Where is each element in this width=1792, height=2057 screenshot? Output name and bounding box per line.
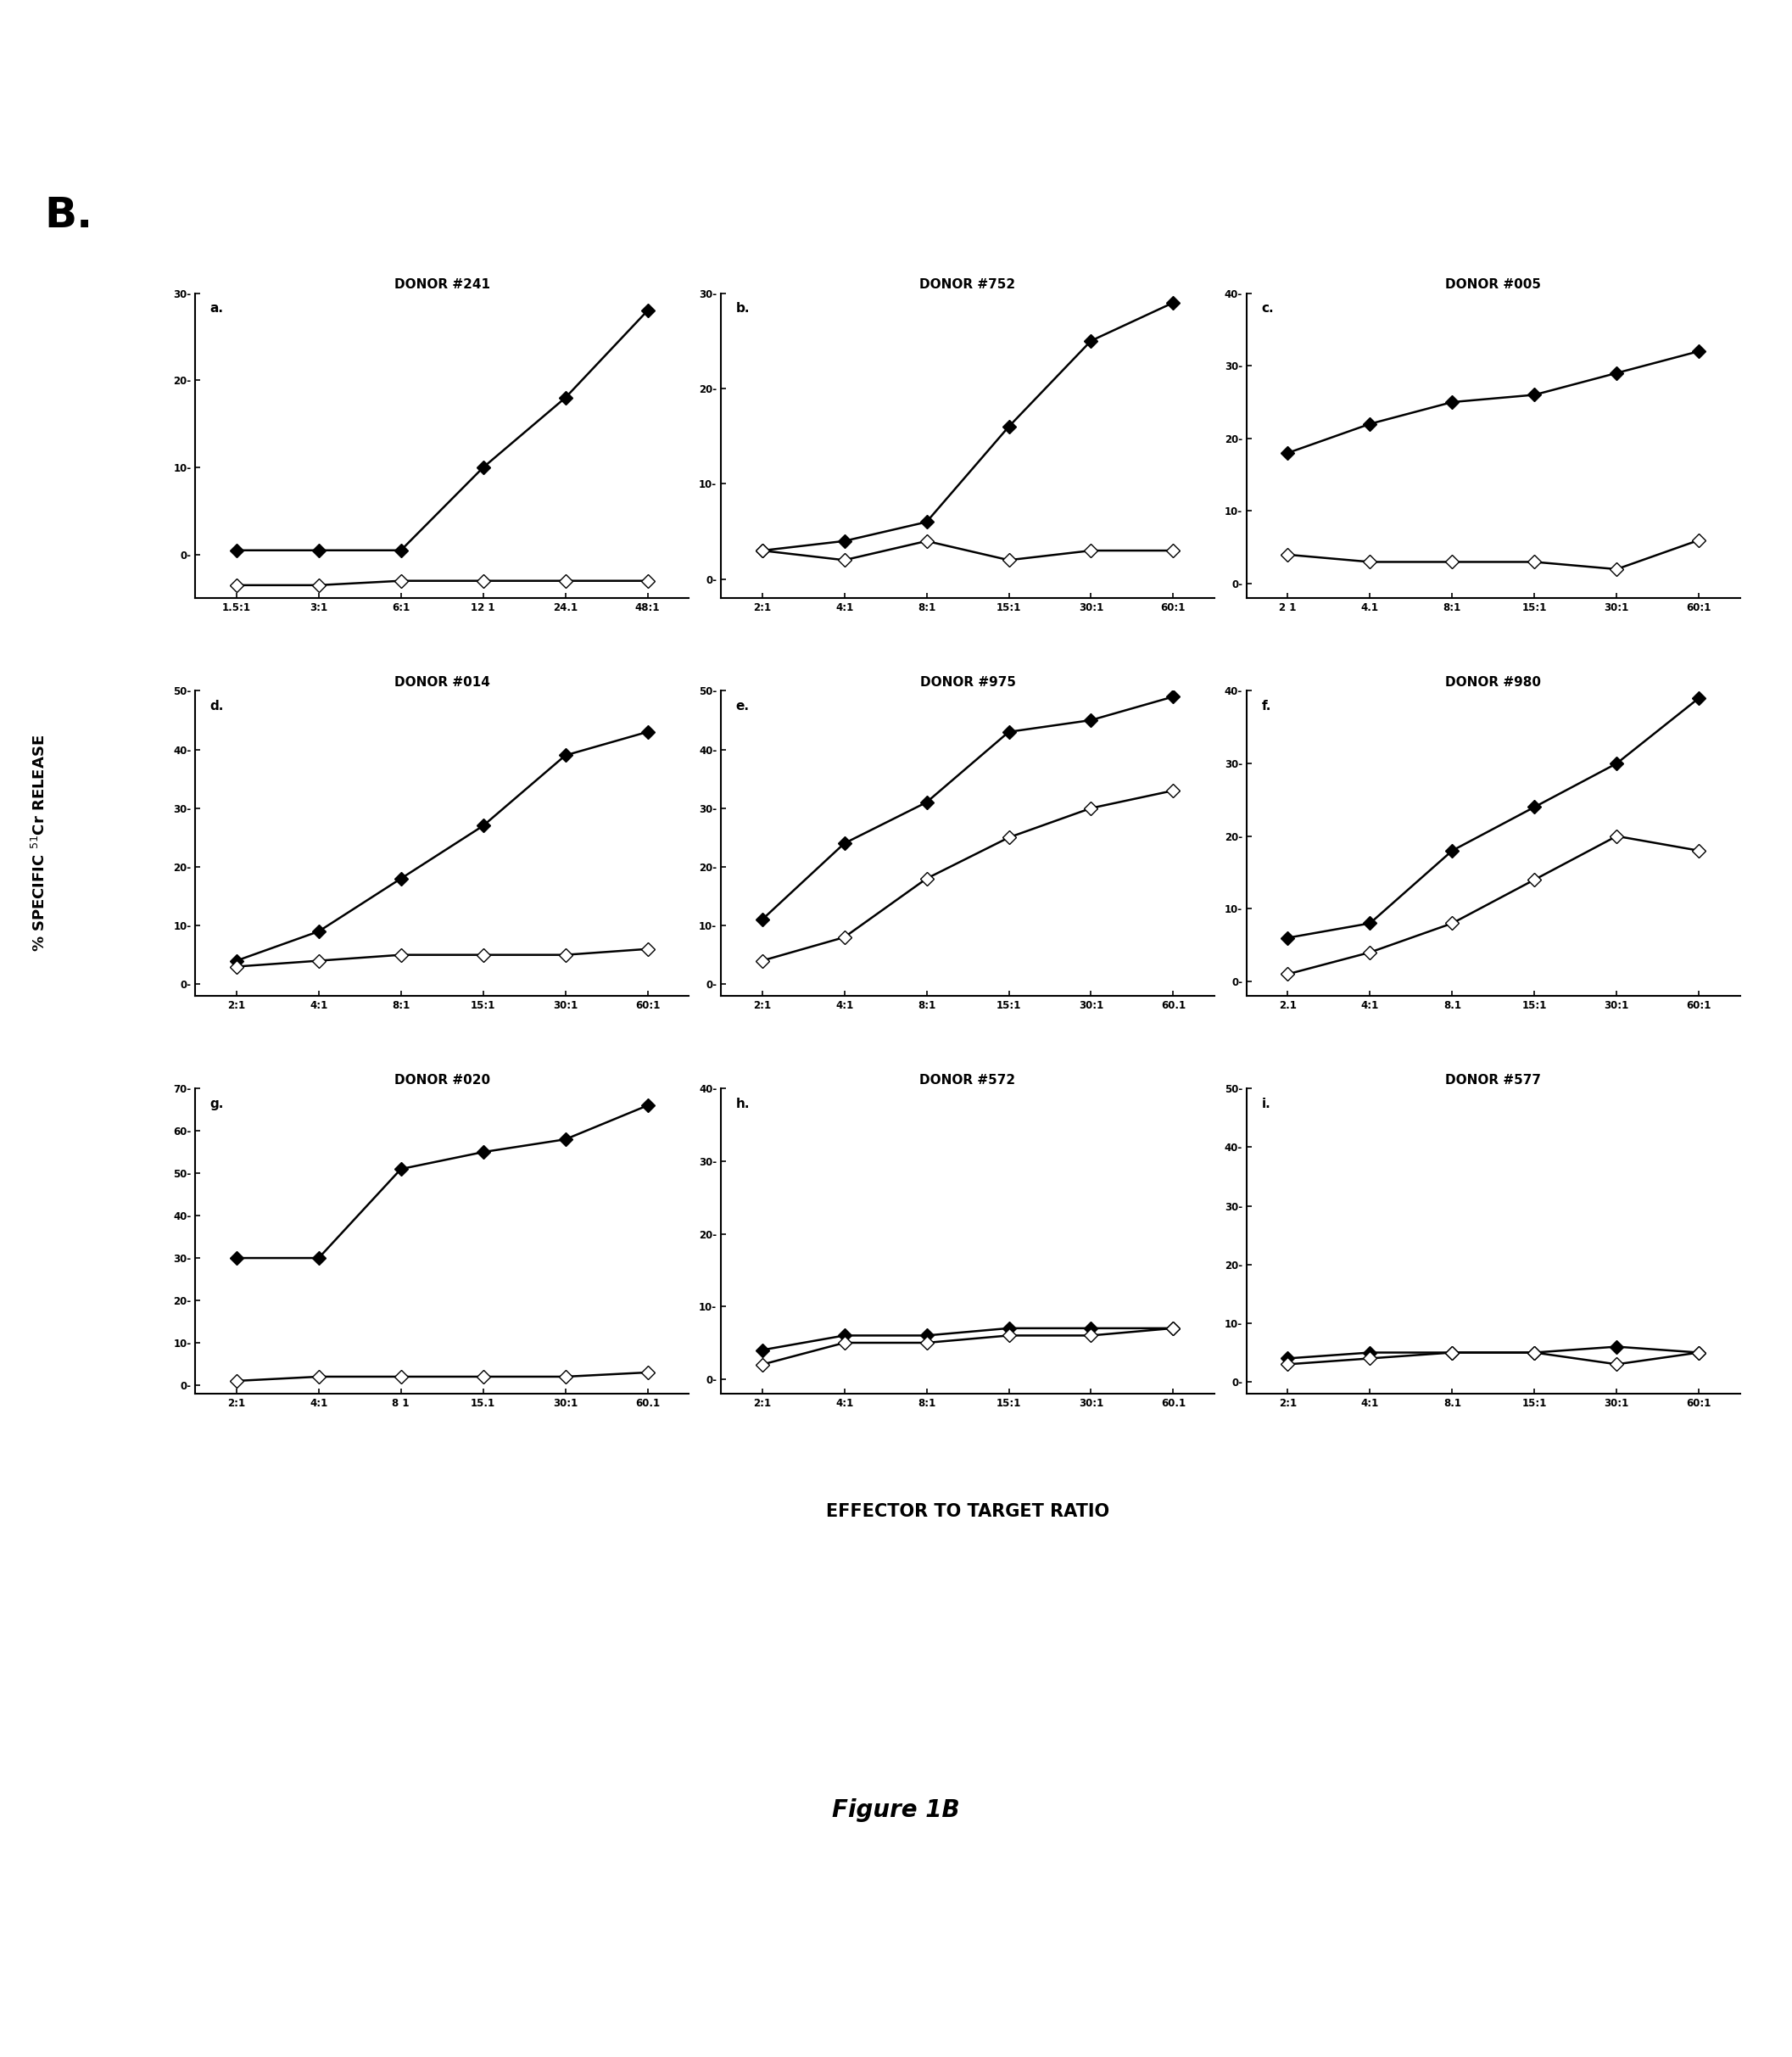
Text: EFFECTOR TO TARGET RATIO: EFFECTOR TO TARGET RATIO xyxy=(826,1504,1109,1520)
Title: DONOR #577: DONOR #577 xyxy=(1446,1074,1541,1086)
Text: d.: d. xyxy=(210,699,224,712)
Title: DONOR #980: DONOR #980 xyxy=(1446,677,1541,689)
Text: B.: B. xyxy=(45,195,93,237)
Title: DONOR #975: DONOR #975 xyxy=(919,677,1016,689)
Title: DONOR #572: DONOR #572 xyxy=(919,1074,1016,1086)
Text: f.: f. xyxy=(1262,699,1271,712)
Title: DONOR #752: DONOR #752 xyxy=(919,278,1016,290)
Text: i.: i. xyxy=(1262,1098,1271,1111)
Text: % SPECIFIC $^{51}$Cr RELEASE: % SPECIFIC $^{51}$Cr RELEASE xyxy=(30,734,48,952)
Text: a.: a. xyxy=(210,302,224,315)
Text: Figure 1B: Figure 1B xyxy=(831,1798,961,1823)
Text: c.: c. xyxy=(1262,302,1274,315)
Title: DONOR #020: DONOR #020 xyxy=(394,1074,489,1086)
Title: DONOR #241: DONOR #241 xyxy=(394,278,489,290)
Text: g.: g. xyxy=(210,1098,224,1111)
Text: h.: h. xyxy=(737,1098,749,1111)
Title: DONOR #014: DONOR #014 xyxy=(394,677,489,689)
Text: e.: e. xyxy=(737,699,749,712)
Title: DONOR #005: DONOR #005 xyxy=(1446,278,1541,290)
Text: b.: b. xyxy=(737,302,749,315)
